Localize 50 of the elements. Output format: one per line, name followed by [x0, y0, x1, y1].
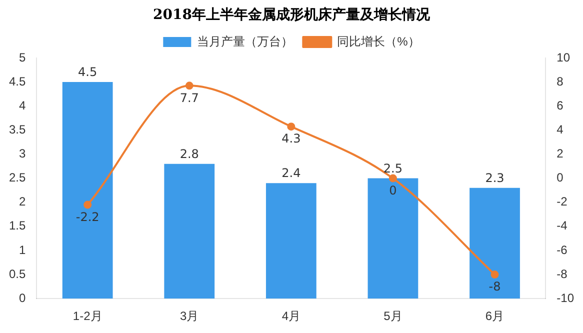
y-tick-label: 0	[18, 290, 26, 305]
y-tick-label: 5	[18, 50, 26, 64]
y2-tick-label: -10	[556, 290, 574, 305]
data-label: 2.5	[383, 161, 403, 176]
point	[84, 200, 92, 209]
y-tick-label: 3.5	[8, 122, 26, 136]
y2-tick-label: -4	[556, 218, 568, 233]
data-label: 7.7	[180, 90, 199, 105]
data-label: 4.5	[78, 65, 98, 80]
y-tick-label: 2.5	[8, 170, 26, 185]
data-label: 0	[389, 183, 397, 198]
data-label: -8	[488, 280, 501, 294]
data-label: 2.8	[180, 146, 199, 161]
data-label: 4.3	[282, 132, 301, 146]
y-tick-label: 1	[18, 242, 26, 257]
legend-label: 同比增长（%）	[337, 34, 420, 48]
y2-tick-label: 0	[556, 170, 564, 185]
bar	[470, 188, 520, 299]
x-tick-label: 3月	[180, 309, 199, 324]
y2-tick-label: 10	[556, 50, 570, 64]
point	[287, 122, 296, 131]
data-label: -2.2	[76, 210, 100, 224]
y-tick-label: 4.5	[8, 74, 26, 88]
y-tick-label: 3	[18, 146, 26, 161]
y-tick-label: 4	[18, 98, 26, 112]
y2-tick-label: -6	[556, 242, 568, 257]
bar	[266, 183, 316, 299]
x-tick-label: 4月	[282, 309, 301, 324]
y-tick-label: 1.5	[8, 218, 26, 233]
x-tick-label: 5月	[384, 309, 402, 324]
x-tick-label: 1-2月	[72, 309, 102, 324]
y2-tick-label: 8	[556, 74, 564, 88]
data-label: 2.3	[485, 171, 504, 186]
bar	[368, 178, 418, 299]
y2-tick-label: 2	[556, 146, 564, 161]
data-label: 2.4	[282, 166, 301, 180]
y-tick-label: 2	[18, 194, 26, 209]
bar	[62, 82, 113, 299]
y2-tick-label: -2	[556, 194, 568, 209]
point	[490, 270, 499, 279]
point	[388, 174, 397, 182]
y-tick-label: 0.5	[8, 266, 26, 281]
x-tick-label: 6月	[485, 309, 504, 324]
chart-title: 2018年上半年金属成形机床产量及增长情况	[152, 6, 431, 25]
point	[185, 82, 194, 90]
legend-label: 当月产量（万台）	[197, 34, 294, 48]
y2-tick-label: -8	[556, 266, 568, 281]
bar	[164, 164, 215, 299]
y2-tick-label: 4	[556, 122, 564, 136]
y2-tick-label: 6	[556, 98, 564, 112]
